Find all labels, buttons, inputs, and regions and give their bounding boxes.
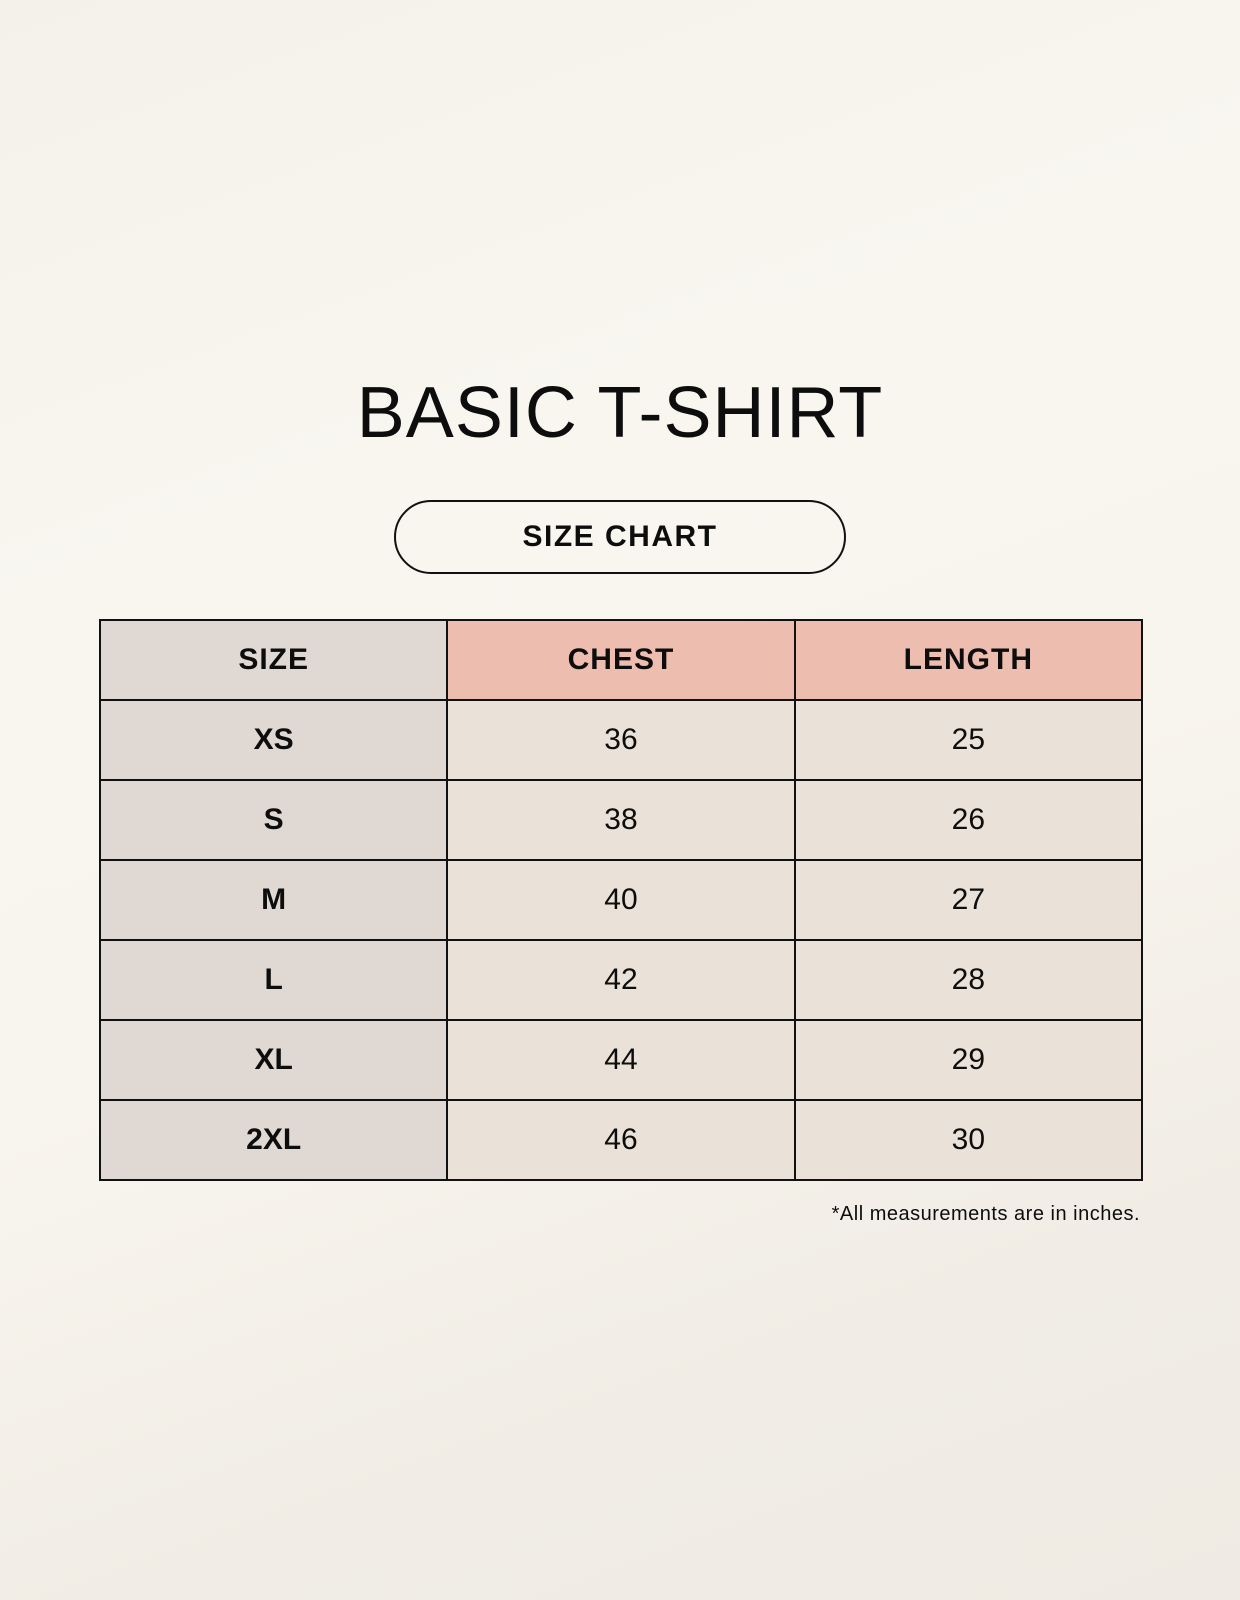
length-cell: 29 [793, 1019, 1144, 1101]
chest-cell: 44 [446, 1019, 796, 1101]
chest-cell: 42 [446, 939, 796, 1021]
header-size: SIZE [98, 619, 449, 701]
table-row: L 42 28 [98, 939, 1144, 1021]
length-cell: 26 [793, 779, 1144, 861]
table-row: S 38 26 [98, 779, 1144, 861]
table-row: XS 36 25 [98, 699, 1144, 781]
length-cell: 28 [793, 939, 1144, 1021]
chest-cell: 38 [446, 779, 796, 861]
chest-cell: 46 [446, 1099, 796, 1181]
size-cell: XL [98, 1019, 449, 1101]
header-chest: CHEST [446, 619, 796, 701]
length-cell: 27 [793, 859, 1144, 941]
size-cell: 2XL [98, 1099, 449, 1181]
page-title: BASIC T-SHIRT [356, 373, 884, 453]
table-row: XL 44 29 [98, 1019, 1144, 1101]
size-table: SIZE CHEST LENGTH XS 36 25 S 38 26 M 40 27 L 42 28 X… [98, 619, 1144, 1181]
size-chart-label: SIZE CHART [394, 500, 846, 574]
table-header-row: SIZE CHEST LENGTH [98, 619, 1144, 701]
length-cell: 30 [793, 1099, 1144, 1181]
header-length: LENGTH [793, 619, 1144, 701]
size-cell: M [98, 859, 449, 941]
length-cell: 25 [793, 699, 1144, 781]
measurement-note: *All measurements are in inches. [831, 1203, 1140, 1225]
size-cell: S [98, 779, 449, 861]
size-cell: L [98, 939, 449, 1021]
size-cell: XS [98, 699, 449, 781]
chest-cell: 36 [446, 699, 796, 781]
table-row: 2XL 46 30 [98, 1099, 1144, 1181]
table-row: M 40 27 [98, 859, 1144, 941]
chest-cell: 40 [446, 859, 796, 941]
